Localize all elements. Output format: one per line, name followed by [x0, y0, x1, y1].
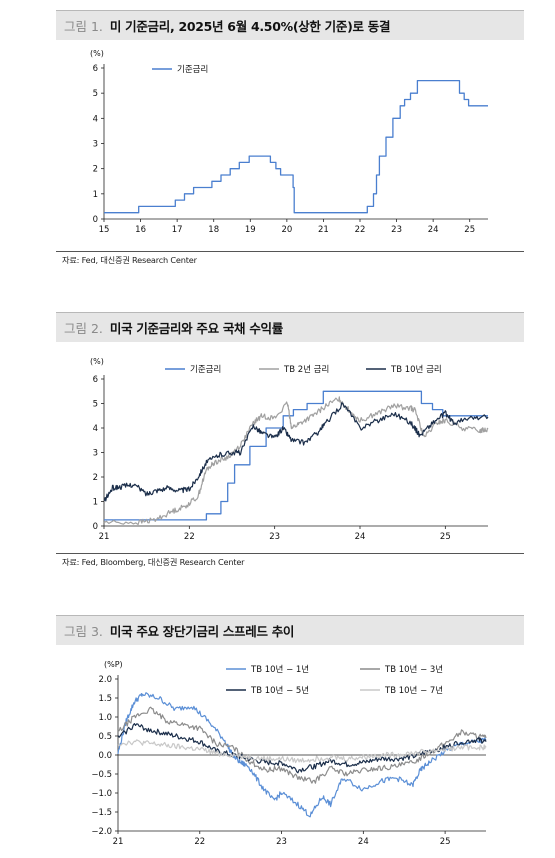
x-tick-label: 17	[172, 225, 183, 235]
legend-label-2: TB 10년 − 3년	[384, 664, 443, 675]
y-tick-label: 0	[93, 522, 98, 532]
y-tick-label: 3	[93, 140, 98, 150]
x-tick-label: 23	[276, 837, 287, 847]
y-tick-label: 1.0	[98, 713, 112, 723]
legend-label-3: TB 10년 금리	[390, 364, 442, 375]
figure-1-source-divider	[56, 251, 524, 252]
legend-label-3: TB 10년 − 5년	[250, 685, 309, 696]
y-tick-label: 2	[93, 473, 98, 483]
figure-2-source-divider	[56, 553, 524, 554]
y-tick-label: 6	[93, 375, 98, 385]
figure-2-source: 자료: Fed, Bloomberg, 대신증권 Research Center	[62, 557, 245, 567]
x-tick-label: 22	[184, 532, 195, 542]
legend-label-1: 기준금리	[177, 65, 208, 75]
y-tick-label: 5	[93, 400, 98, 410]
y-tick-label: 0	[93, 215, 98, 225]
y-tick-label: 3	[93, 449, 98, 459]
x-tick-label: 20	[281, 225, 292, 235]
figure-2-title: 미국 기준금리와 주요 국채 수익률	[109, 321, 283, 336]
figure-2-header: 그림 2. 미국 기준금리와 주요 국채 수익률	[56, 312, 524, 342]
x-tick-label: 22	[355, 225, 366, 235]
y-tick-label: −2.0	[91, 827, 112, 837]
y-tick-label: 1	[93, 498, 98, 508]
x-tick-label: 25	[464, 225, 475, 235]
y-unit-label: (%)	[90, 49, 104, 58]
y-tick-label: 6	[93, 64, 98, 74]
y-tick-label: 2.0	[98, 675, 112, 685]
series-line-1	[117, 692, 487, 818]
series-line-2	[103, 396, 489, 526]
y-tick-label: 0.0	[98, 751, 112, 761]
y-tick-label: 4	[93, 114, 98, 124]
x-tick-label: 16	[135, 225, 146, 235]
legend-label-1: TB 10년 − 1년	[250, 664, 309, 675]
series-line-3	[103, 402, 489, 502]
x-tick-label: 21	[318, 225, 329, 235]
y-tick-label: 0.5	[98, 732, 112, 742]
legend-label-1: 기준금리	[190, 365, 221, 375]
legend-label-4: TB 10년 − 7년	[384, 685, 443, 696]
x-tick-label: 23	[391, 225, 402, 235]
y-tick-label: 5	[93, 89, 98, 99]
y-tick-label: 1	[93, 190, 98, 200]
legend-label-2: TB 2년 금리	[283, 364, 329, 375]
y-tick-label: 4	[93, 424, 98, 434]
x-tick-label: 18	[208, 225, 219, 235]
x-tick-label: 24	[355, 532, 366, 542]
figure-3-title: 미국 주요 장단기금리 스프레드 추이	[109, 624, 295, 639]
y-tick-label: −0.5	[91, 770, 112, 780]
x-tick-label: 21	[99, 532, 110, 542]
series-line-1	[104, 390, 488, 521]
x-tick-label: 19	[245, 225, 256, 235]
x-tick-label: 25	[440, 837, 451, 847]
figure-1-header: 그림 1. 미 기준금리, 2025년 6월 4.50%(상한 기준)로 동결	[56, 10, 524, 40]
series-line-1	[104, 79, 488, 214]
y-tick-label: −1.5	[91, 808, 112, 818]
y-unit-label: (%)	[90, 357, 104, 366]
x-tick-label: 23	[269, 532, 280, 542]
chart-yield-spreads: (%P) −2.0 −1.5 −1.0 −0.5 0.0 0.5 1.0 1.5 2.0 21 22 2…	[91, 660, 487, 847]
x-tick-label: 15	[99, 225, 110, 235]
figure-3-number: 그림 3.	[64, 624, 103, 639]
y-tick-label: 2	[93, 165, 98, 175]
x-tick-label: 22	[194, 837, 205, 847]
figure-1-title: 미 기준금리, 2025년 6월 4.50%(상한 기준)로 동결	[109, 19, 391, 34]
y-tick-label: −1.0	[91, 789, 112, 799]
figure-3-header: 그림 3. 미국 주요 장단기금리 스프레드 추이	[56, 615, 524, 645]
figure-1-source: 자료: Fed, 대신증권 Research Center	[62, 255, 197, 265]
y-unit-label: (%P)	[104, 660, 123, 669]
x-tick-label: 25	[440, 532, 451, 542]
y-tick-label: 1.5	[98, 694, 112, 704]
x-tick-label: 24	[358, 837, 369, 847]
x-tick-label: 24	[428, 225, 439, 235]
x-tick-label: 21	[113, 837, 124, 847]
figure-2-number: 그림 2.	[64, 321, 103, 336]
figure-1-number: 그림 1.	[64, 19, 103, 34]
series-line-4	[117, 739, 487, 764]
series-line-3	[117, 723, 487, 774]
